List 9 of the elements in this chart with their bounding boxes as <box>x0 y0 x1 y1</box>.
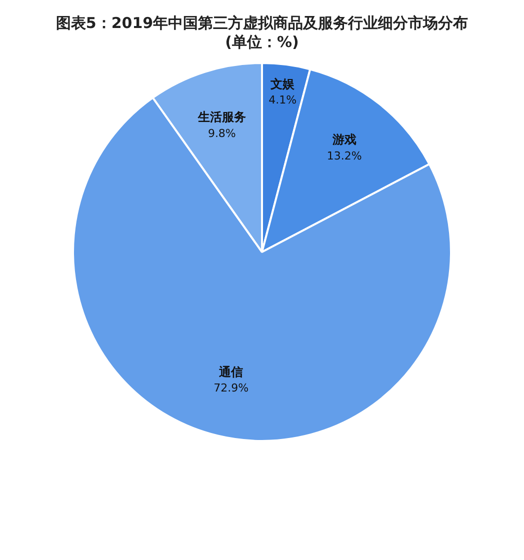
slice-label: 生活服务 <box>196 110 246 124</box>
slice-label: 通信 <box>218 364 244 379</box>
data-label: 72.9% <box>214 382 249 395</box>
slice-label: 文娱 <box>270 76 296 91</box>
data-label: 4.1% <box>268 94 297 107</box>
chart-title: 图表5：2019年中国第三方虚拟商品及服务行业细分市场分布(单位：%) <box>54 13 470 52</box>
data-label: 13.2% <box>326 149 362 162</box>
data-label: 9.8% <box>208 126 236 140</box>
slice-label: 游戏 <box>331 132 356 147</box>
